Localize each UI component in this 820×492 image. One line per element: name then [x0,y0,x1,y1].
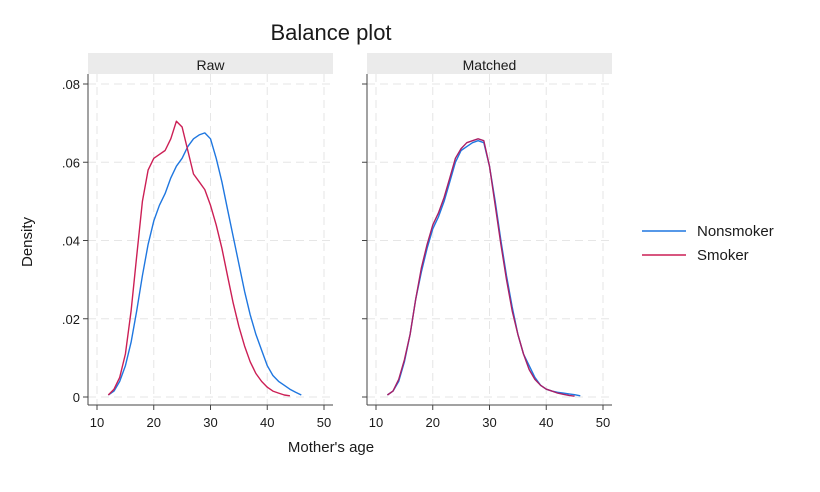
panel-header-matched [367,53,612,74]
y-tick-label-2: .04 [62,234,80,249]
y-tick-label-0: 0 [73,390,80,405]
x-axis-label: Mother's age [288,439,374,456]
series-line-raw-nonsmoker [107,132,302,396]
x-tick-label-matched-0: 10 [369,415,383,430]
panel-title-matched: Matched [463,57,517,73]
panels: Raw 0 .02 .04 .06 .08 10 20 30 40 50 Matched 10 20 30 4… [62,53,612,430]
x-tick-label-raw-4: 50 [317,415,331,430]
x-tick-label-raw-2: 30 [203,415,217,430]
y-axis-label: Density [19,216,36,267]
x-tick-label-matched-3: 40 [539,415,553,430]
x-tick-label-matched-2: 30 [482,415,496,430]
series-line-raw-smoker [107,120,290,397]
x-tick-label-raw-3: 40 [260,415,274,430]
x-tick-label-raw-0: 10 [90,415,104,430]
x-tick-label-matched-4: 50 [596,415,610,430]
y-tick-label-3: .06 [62,155,80,170]
y-tick-label-1: .02 [62,312,80,327]
legend-label-smoker: Smoker [697,247,749,264]
y-tick-label-4: .08 [62,77,80,92]
series-line-matched-nonsmoker [386,140,581,397]
legend: Nonsmoker Smoker [642,223,774,264]
legend-label-nonsmoker: Nonsmoker [697,223,774,240]
x-tick-label-raw-1: 20 [147,415,161,430]
chart-title: Balance plot [270,20,391,45]
series-line-matched-smoker [386,138,575,397]
panel-header-raw [88,53,333,74]
panel-title-raw: Raw [196,57,225,73]
x-tick-label-matched-1: 20 [426,415,440,430]
